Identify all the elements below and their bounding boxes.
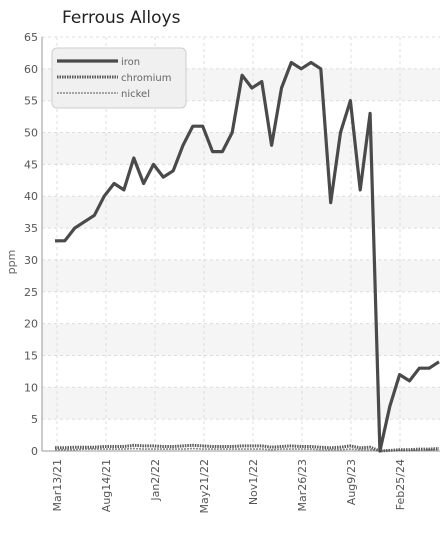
legend-label-iron: iron bbox=[121, 57, 140, 68]
y-tick-label: 0 bbox=[31, 445, 38, 458]
y-tick-label: 25 bbox=[24, 286, 38, 299]
chart-title: Ferrous Alloys bbox=[62, 8, 181, 28]
y-tick-labels: 0 5 10 15 20 25 30 35 40 45 50 55 60 65 bbox=[24, 31, 38, 458]
y-tick-label: 45 bbox=[24, 158, 38, 171]
series-lines bbox=[55, 60, 440, 453]
legend: iron chromium nickel bbox=[51, 47, 187, 109]
x-tick-label: Mar26/23 bbox=[296, 459, 309, 511]
y-tick-label: 60 bbox=[24, 63, 38, 76]
x-tick-label: Feb25/24 bbox=[394, 459, 407, 510]
grid-band bbox=[42, 132, 440, 165]
series-line-nickel bbox=[55, 447, 439, 452]
x-tick-label: Nov1/22 bbox=[247, 459, 260, 505]
y-tick-label: 40 bbox=[24, 190, 38, 203]
legend-label-nickel: nickel bbox=[121, 89, 150, 100]
y-tick-label: 50 bbox=[24, 127, 38, 140]
y-tick-label: 35 bbox=[24, 222, 38, 235]
axes bbox=[41, 37, 440, 452]
y-axis-label: ppm bbox=[5, 250, 18, 275]
y-tick-label: 20 bbox=[24, 318, 38, 331]
x-tick-label: Aug9/23 bbox=[345, 459, 358, 505]
y-tick-label: 10 bbox=[24, 381, 38, 394]
plot-bands bbox=[42, 68, 440, 420]
x-tick-label: Jan2/22 bbox=[149, 459, 162, 502]
y-tick-label: 65 bbox=[24, 31, 38, 44]
x-tick-label: May21/22 bbox=[198, 459, 211, 513]
legend-label-chromium: chromium bbox=[121, 73, 171, 84]
grid-band bbox=[42, 323, 440, 356]
x-tick-labels: Mar13/21 Aug14/21 Jan2/22 May21/22 Nov1/22 Ma… bbox=[51, 459, 407, 513]
x-tick-label: Aug14/21 bbox=[100, 459, 113, 512]
grid-band bbox=[42, 259, 440, 292]
y-tick-label: 55 bbox=[24, 95, 38, 108]
series-line-chromium bbox=[55, 443, 440, 453]
y-tick-label: 5 bbox=[31, 413, 38, 426]
y-tick-label: 30 bbox=[24, 254, 38, 267]
series-line-iron bbox=[55, 60, 440, 453]
x-tick-label: Mar13/21 bbox=[51, 459, 64, 511]
grid-band bbox=[42, 387, 440, 420]
y-tick-label: 15 bbox=[24, 349, 38, 362]
